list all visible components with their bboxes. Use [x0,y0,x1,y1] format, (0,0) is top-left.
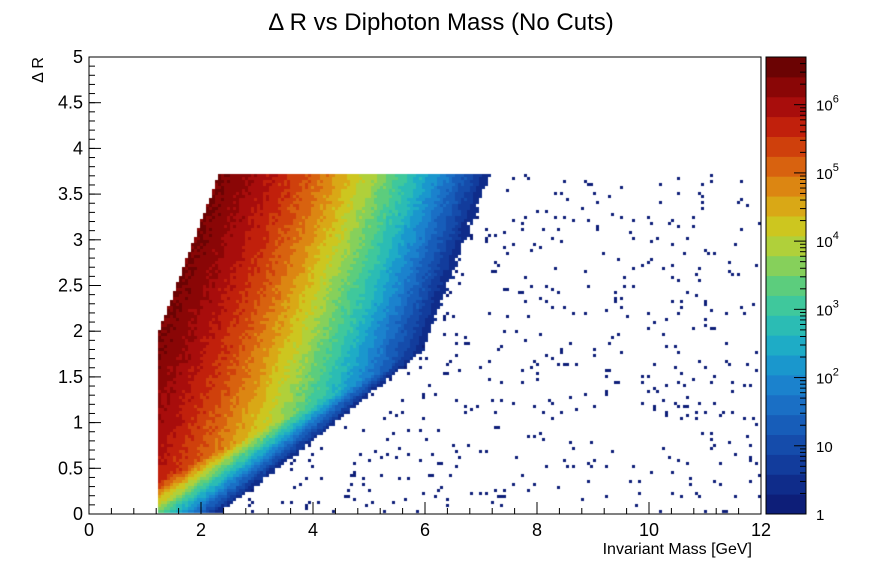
z-tick-label: 105 [816,162,839,183]
color-bar-segment [766,394,806,416]
y-tick-label: 5 [73,47,83,67]
z-tick-label: 102 [816,367,839,388]
y-tick-label: 1.5 [58,367,83,387]
color-bar-axis: 1 10 102 103 104 105 106 [794,56,839,524]
x-tick-label: 10 [639,520,659,540]
color-bar-segment [766,315,806,336]
color-bar-segment [766,335,806,356]
z-tick-label: 10 [816,439,833,456]
color-bar-segment [766,255,806,277]
x-tick-label: 12 [751,520,771,540]
x-tick-label: 4 [308,520,318,540]
color-bar-segment [766,76,806,98]
y-tick-label: 0 [73,504,83,524]
color-bar-segment [766,454,806,475]
color-bar-segment [766,474,806,495]
x-tick-label: 0 [84,520,94,540]
color-bar-segment [766,57,806,78]
z-tick-label: 104 [816,230,839,251]
color-bar-segment [766,374,806,396]
chart-title: Δ R vs Diphoton Mass (No Cuts) [268,9,613,36]
color-bar-segment [766,116,806,137]
color-bar-frame [765,56,807,515]
color-bar-segment [766,196,806,217]
y-tick-label: 4.5 [58,93,83,113]
y-tick-label: 2.5 [58,276,83,296]
z-tick-label: 1 [816,507,824,524]
color-bar-segment [766,235,806,257]
y-tick-label: 0.5 [58,458,83,478]
color-bar-segment [766,275,806,296]
heatmap-cells [89,57,761,514]
z-tick-label: 106 [816,94,839,115]
color-bar-segment [766,355,806,376]
y-axis-label: Δ R [30,57,47,83]
x-axis-label: Invariant Mass [GeV] [603,541,752,558]
y-axis: 0 0.5 1 1.5 2 2.5 3 3.5 4 4.5 5 [58,47,101,524]
plot-area [89,57,761,514]
y-tick-label: 3.5 [58,184,83,204]
color-bar-segment [766,96,806,118]
color-bar-segment [766,494,806,515]
z-tick-label: 103 [816,298,839,319]
y-tick-label: 3 [73,230,83,250]
x-tick-label: 8 [532,520,542,540]
x-tick-label: 2 [196,520,206,540]
x-tick-label: 6 [420,520,430,540]
color-bar-segment [766,156,806,177]
color-bar [765,56,807,515]
y-tick-label: 1 [73,413,83,433]
color-bar-segment [766,176,806,197]
x-axis: 0 2 4 6 8 10 12 [84,502,771,540]
color-bar-segment [766,295,806,316]
color-bar-segment [766,434,806,455]
y-tick-label: 4 [73,138,83,158]
color-bar-segment [766,136,806,157]
color-bar-segment [766,414,806,436]
color-bar-segment [766,215,806,237]
y-tick-label: 2 [73,321,83,341]
